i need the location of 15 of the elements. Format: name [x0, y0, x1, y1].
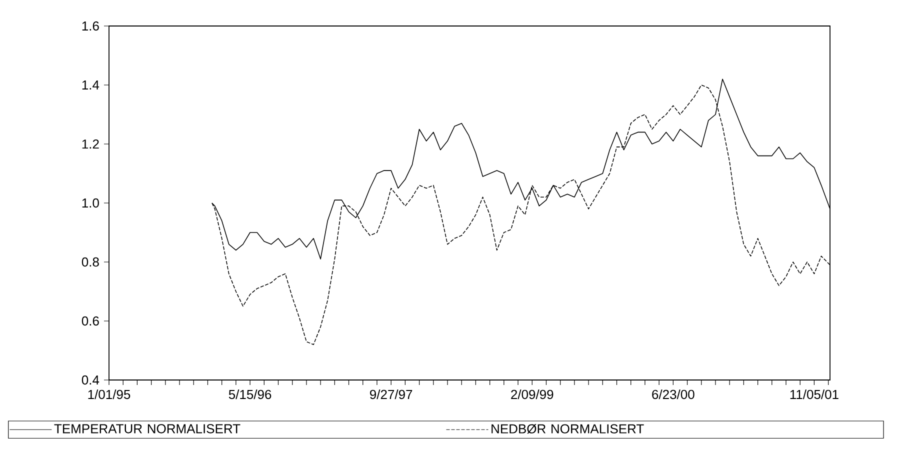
- legend-label: TEMPERATUR NORMALISERT: [54, 424, 240, 434]
- y-tick-label: 0.4: [82, 375, 100, 385]
- x-tick-label: 9/27/97: [370, 390, 412, 400]
- y-tick-label: 0.6: [82, 316, 99, 326]
- y-tick-label: 1.2: [82, 139, 99, 149]
- y-tick-label: 0.8: [82, 257, 99, 267]
- x-tick-label: 11/05/01: [790, 390, 838, 400]
- x-tick-label: 1/01/95: [88, 390, 130, 400]
- y-tick-label: 1.0: [82, 198, 99, 208]
- legend-label: NEDBØR NORMALISERT: [492, 424, 644, 434]
- x-tick-label: 6/23/00: [652, 390, 694, 400]
- y-tick-label: 1.4: [82, 80, 100, 90]
- x-tick-label: 2/09/99: [511, 390, 554, 400]
- y-tick-label: 1.6: [82, 21, 99, 31]
- x-tick-label: 5/15/96: [228, 390, 272, 400]
